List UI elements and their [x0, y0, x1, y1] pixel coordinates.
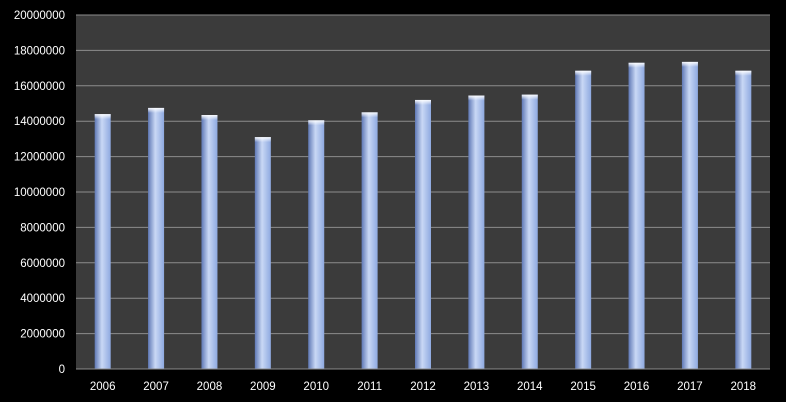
bar: [735, 70, 752, 369]
bar: [415, 99, 431, 370]
bar-cap-highlight: [361, 112, 378, 118]
x-tick-label: 2009: [250, 381, 276, 393]
bar: [628, 62, 645, 369]
y-tick-label: 10000000: [14, 187, 65, 199]
bar: [254, 137, 271, 369]
bar: [575, 70, 592, 369]
bar: [148, 107, 165, 370]
x-tick-label: 2006: [90, 381, 116, 393]
bar-cap-highlight: [94, 114, 111, 120]
bar-2009: [254, 137, 271, 369]
bar-cap-highlight: [308, 120, 325, 126]
y-tick-label: 4000000: [20, 293, 65, 305]
bar-cap-highlight: [681, 61, 698, 67]
bar: [308, 120, 325, 369]
x-tick-label: 2014: [517, 381, 543, 393]
x-tick-label: 2016: [624, 381, 650, 393]
y-tick-label: 20000000: [14, 10, 65, 22]
bar-2006: [94, 114, 111, 370]
bar-series: [94, 61, 752, 370]
bar-2010: [308, 120, 325, 369]
y-tick-label: 6000000: [20, 258, 65, 270]
y-tick-label: 16000000: [14, 81, 65, 93]
bar-2018: [735, 70, 752, 369]
bar-cap-highlight: [628, 62, 645, 68]
y-tick-label: 8000000: [20, 222, 65, 234]
x-tick-label: 2012: [410, 381, 436, 393]
y-tick-label: 14000000: [14, 116, 65, 128]
y-tick-label: 2000000: [20, 329, 65, 341]
bar: [468, 95, 485, 369]
bar-2014: [521, 94, 538, 370]
x-tick-label: 2010: [303, 381, 329, 393]
x-tick-label: 2018: [731, 381, 757, 393]
bar-cap-highlight: [201, 115, 218, 121]
y-tick-label: 18000000: [14, 45, 65, 57]
bar-cap-highlight: [735, 70, 752, 76]
x-tick-label: 2011: [357, 381, 382, 393]
bar-2011: [361, 112, 378, 369]
bar: [201, 115, 218, 369]
x-tick-label: 2008: [197, 381, 223, 393]
y-tick-label: 0: [59, 364, 65, 376]
bar: [361, 112, 378, 369]
bar-2016: [628, 62, 645, 369]
bar: [94, 114, 111, 370]
bar-2007: [148, 107, 165, 370]
x-tick-label: 2007: [143, 381, 169, 393]
x-tick-label: 2013: [464, 381, 490, 393]
bar-2015: [575, 70, 592, 369]
bar-2008: [201, 115, 218, 369]
x-tick-label: 2017: [677, 381, 703, 393]
bar-2012: [415, 99, 431, 370]
bar-cap-highlight: [521, 94, 538, 100]
bar-cap-highlight: [254, 137, 271, 143]
bar-cap-highlight: [415, 99, 431, 105]
bar-2017: [681, 61, 698, 369]
x-tick-label: 2015: [570, 381, 596, 393]
bar: [521, 94, 538, 370]
y-axis: 0 2000000 4000000 6000000 8000000 10000000 120…: [14, 10, 65, 376]
y-tick-label: 12000000: [14, 152, 65, 164]
bar-cap-highlight: [468, 95, 485, 101]
bar-cap-highlight: [148, 107, 165, 113]
bar: [681, 61, 698, 369]
bar-2013: [468, 95, 485, 369]
bar-cap-highlight: [575, 70, 592, 76]
x-axis: 2006 2007 2008 2009 2010 2011 2012 2013 2014 2015…: [76, 368, 770, 393]
